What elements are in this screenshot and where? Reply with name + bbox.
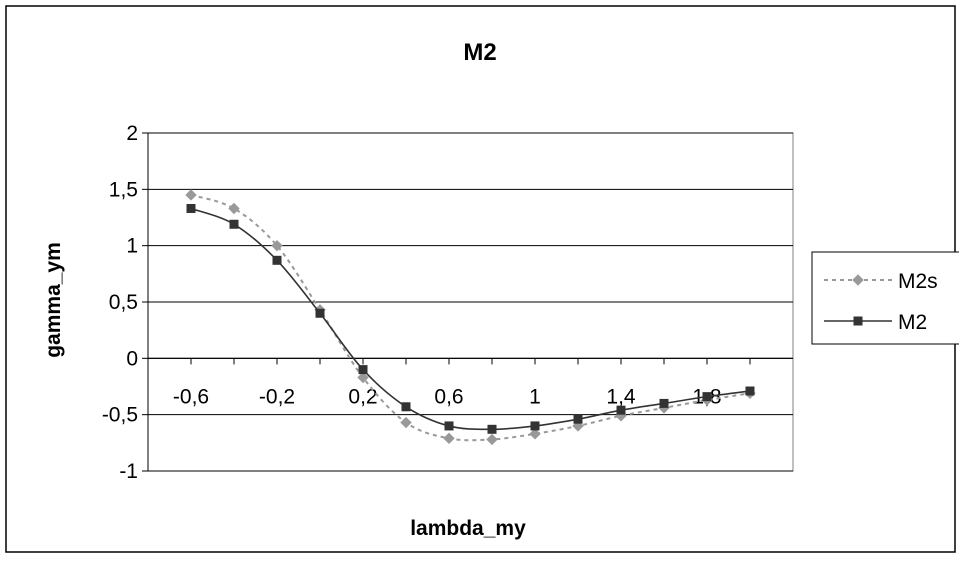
x-tick-label: -0,6: [173, 385, 209, 408]
y-axis-label: gamma_ym: [42, 242, 65, 358]
data-point-m2: [229, 219, 239, 229]
y-tick-label: 1: [126, 235, 138, 258]
data-point-m2: [186, 203, 196, 213]
data-point-m2: [659, 398, 669, 408]
data-point-m2s: [486, 433, 498, 446]
series-line-m2s: [190, 194, 751, 442]
data-point-m2: [530, 421, 540, 431]
legend: M2s M2: [811, 251, 959, 345]
y-tick-label: 0,5: [109, 291, 138, 314]
y-tick-label: -0,5: [102, 404, 138, 427]
data-point-m2s: [400, 416, 412, 429]
data-point-m2: [444, 421, 454, 431]
chart-title: M2: [463, 39, 496, 66]
data-point-m2: [401, 402, 411, 412]
y-tick-label: 2: [126, 122, 138, 145]
y-tick-label: 1,5: [109, 178, 138, 201]
data-point-m2s: [529, 428, 541, 440]
data-point-m2s: [271, 239, 283, 252]
data-point-m2: [573, 414, 583, 424]
legend-label-m2s: M2s: [898, 270, 938, 293]
x-tick-label: 0,6: [434, 385, 463, 408]
data-point-m2: [616, 405, 626, 415]
legend-label-m2: M2: [898, 311, 927, 334]
plot-area: 21,510,50-0,5-1-0,6-0,20,20,611,41,8: [102, 122, 794, 483]
data-point-m2: [745, 386, 755, 396]
series-line-m2: [190, 207, 751, 431]
x-axis-label: lambda_my: [410, 517, 526, 540]
y-tick-label: -1: [119, 460, 138, 483]
x-tick-label: 0,2: [348, 385, 377, 408]
data-point-m2: [487, 424, 497, 434]
legend-marker-m2s: [852, 274, 864, 286]
data-point-m2s: [185, 189, 197, 201]
y-tick-label: 0: [126, 347, 138, 370]
data-point-m2: [358, 365, 368, 375]
x-tick-label: 1,4: [606, 385, 636, 408]
x-tick-label: 1: [529, 385, 541, 408]
legend-marker-m2: [853, 316, 863, 326]
data-point-m2: [272, 255, 282, 265]
x-tick-label: -0,2: [259, 385, 295, 408]
data-point-m2s: [357, 371, 369, 384]
data-point-m2s: [228, 202, 240, 215]
data-point-m2s: [443, 432, 455, 445]
data-point-m2: [315, 308, 325, 318]
data-point-m2: [702, 392, 712, 402]
legend-box: [811, 251, 959, 345]
